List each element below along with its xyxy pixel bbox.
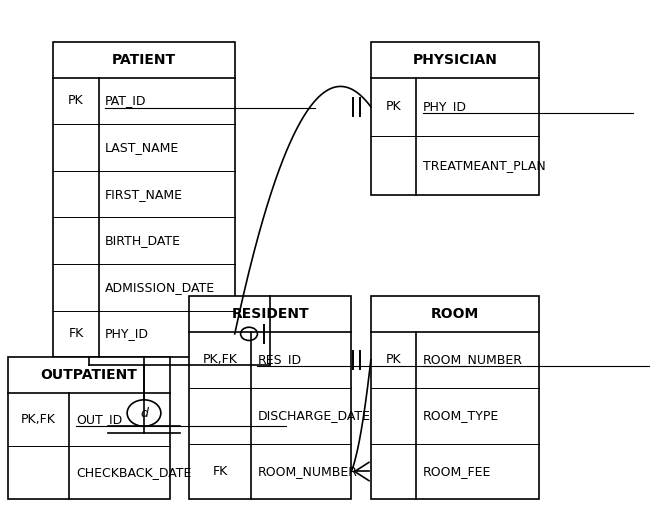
Text: FK: FK xyxy=(68,328,83,340)
Text: TREATMEANT_PLAN: TREATMEANT_PLAN xyxy=(422,159,546,172)
Text: PK: PK xyxy=(68,95,84,107)
Text: RESIDENT: RESIDENT xyxy=(232,307,309,321)
Bar xyxy=(371,296,540,499)
Text: ADMISSION_DATE: ADMISSION_DATE xyxy=(105,281,215,294)
Text: PK,FK: PK,FK xyxy=(202,353,238,366)
Bar xyxy=(189,296,352,499)
Text: BIRTH_DATE: BIRTH_DATE xyxy=(105,234,181,247)
Text: PATIENT: PATIENT xyxy=(112,53,176,67)
Bar xyxy=(53,42,235,357)
Bar xyxy=(371,42,540,195)
Text: PK: PK xyxy=(386,353,402,366)
Text: FK: FK xyxy=(212,465,228,478)
Text: d: d xyxy=(140,407,148,420)
Text: PAT_ID: PAT_ID xyxy=(105,95,146,107)
Text: ROOM_NUMBER: ROOM_NUMBER xyxy=(422,353,523,366)
Text: ROOM: ROOM xyxy=(431,307,479,321)
Text: PHY_ID: PHY_ID xyxy=(105,328,149,340)
Text: PHY_ID: PHY_ID xyxy=(422,100,467,113)
Text: PK,FK: PK,FK xyxy=(21,413,56,426)
Text: ROOM_TYPE: ROOM_TYPE xyxy=(422,409,499,422)
Text: PK: PK xyxy=(386,100,402,113)
Text: RES_ID: RES_ID xyxy=(257,353,301,366)
Bar xyxy=(8,357,170,499)
Text: OUTPATIENT: OUTPATIENT xyxy=(40,368,137,382)
Text: FIRST_NAME: FIRST_NAME xyxy=(105,188,183,201)
Text: CHECKBACK_DATE: CHECKBACK_DATE xyxy=(76,466,191,479)
Text: ROOM_NUMBER: ROOM_NUMBER xyxy=(257,465,357,478)
Text: LAST_NAME: LAST_NAME xyxy=(105,141,180,154)
Text: ROOM_FEE: ROOM_FEE xyxy=(422,465,491,478)
Text: DISCHARGE_DATE: DISCHARGE_DATE xyxy=(257,409,370,422)
Text: OUT_ID: OUT_ID xyxy=(76,413,122,426)
Text: PHYSICIAN: PHYSICIAN xyxy=(413,53,497,67)
